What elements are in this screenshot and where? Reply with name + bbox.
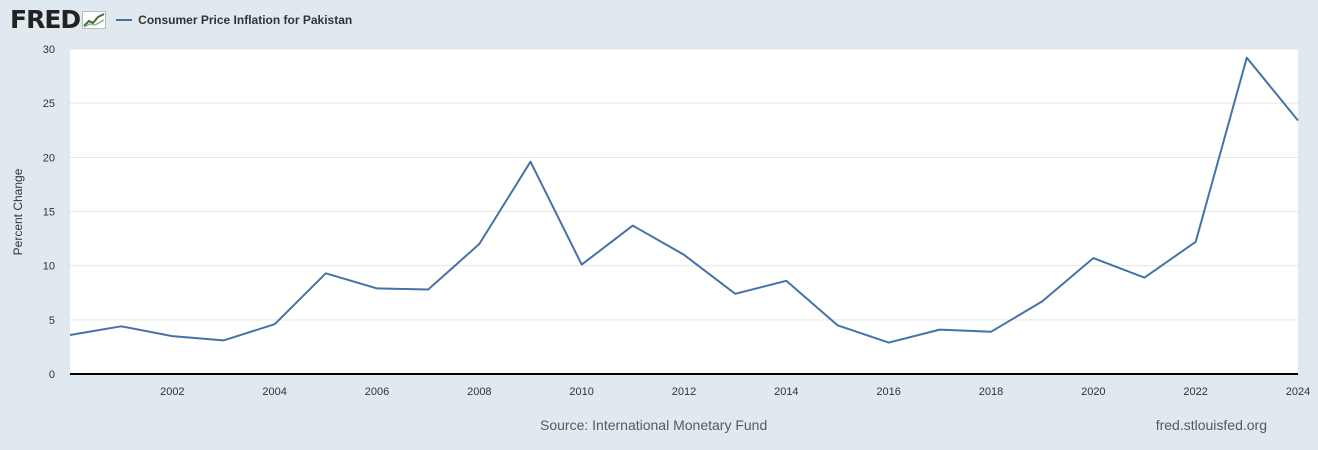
x-tick-label: 2018	[979, 386, 1003, 398]
trend-chart-icon	[82, 11, 107, 29]
x-tick-label: 2024	[1286, 386, 1310, 398]
x-tick-label: 2014	[774, 386, 798, 398]
x-tick-label: 2008	[467, 386, 491, 398]
x-tick-label: 2006	[365, 386, 389, 398]
chart-header: FRED Consumer Price Inflation for Pakist…	[10, 6, 352, 34]
grid-lines	[70, 48, 1298, 321]
x-tick-label: 2016	[876, 386, 900, 398]
x-tick-label: 2010	[569, 386, 593, 398]
y-tick-label: 25	[43, 98, 55, 110]
x-tick-label: 2004	[262, 386, 286, 398]
x-axis-ticks: 2002 2004 2006 2008 2010 2012 2014 2016 2018 2020…	[160, 386, 1310, 398]
fred-logo-text: FRED	[10, 5, 81, 34]
legend-label: Consumer Price Inflation for Pakistan	[138, 13, 353, 27]
fred-logo[interactable]: FRED	[10, 5, 107, 34]
y-tick-label: 15	[43, 207, 55, 219]
y-axis-ticks: 0 5 10 15 20 25 30	[43, 44, 55, 381]
x-tick-label: 2002	[160, 386, 184, 398]
source-text: Source: International Monetary Fund	[540, 417, 768, 433]
x-tick-label: 2012	[672, 386, 696, 398]
x-tick-label: 2020	[1081, 386, 1105, 398]
site-link[interactable]: fred.stlouisfed.org	[1155, 417, 1267, 433]
legend[interactable]: Consumer Price Inflation for Pakistan	[116, 13, 352, 27]
y-tick-label: 20	[43, 152, 55, 164]
y-tick-label: 5	[49, 315, 55, 327]
y-tick-label: 10	[43, 261, 55, 273]
x-tick-label: 2022	[1183, 386, 1207, 398]
y-axis-label: Percent Change	[11, 168, 25, 255]
y-tick-label: 30	[43, 44, 55, 56]
series-line[interactable]	[69, 56, 1299, 344]
y-tick-label: 0	[49, 369, 55, 381]
legend-swatch	[116, 19, 133, 21]
